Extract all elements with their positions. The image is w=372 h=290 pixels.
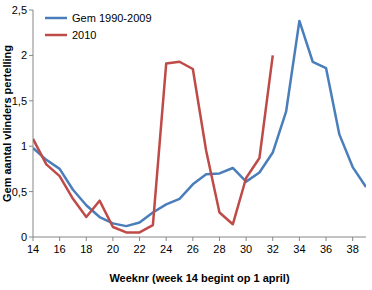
y-tick bbox=[29, 10, 33, 11]
x-tick bbox=[112, 237, 113, 241]
y-tick bbox=[29, 191, 33, 192]
x-axis bbox=[33, 237, 366, 238]
x-tick bbox=[246, 237, 247, 241]
x-tick bbox=[326, 237, 327, 241]
x-tick bbox=[192, 237, 193, 241]
y-tick-label: 2 bbox=[21, 49, 27, 61]
x-tick bbox=[219, 237, 220, 241]
x-axis-title: Weeknr (week 14 begint op 1 april) bbox=[109, 272, 289, 284]
legend-swatch bbox=[45, 17, 67, 20]
plot bbox=[33, 21, 366, 233]
y-tick-label: 0,5 bbox=[12, 186, 27, 198]
legend-swatch bbox=[45, 34, 67, 37]
x-tick-label: 20 bbox=[107, 243, 119, 255]
x-tick bbox=[299, 237, 300, 241]
line-series bbox=[33, 55, 273, 232]
x-tick-label: 34 bbox=[293, 243, 305, 255]
x-tick-label: 26 bbox=[187, 243, 199, 255]
x-tick-label: 22 bbox=[133, 243, 145, 255]
y-axis-title: Gem aantal vlinders pertelling bbox=[1, 45, 13, 202]
x-tick bbox=[59, 237, 60, 241]
x-tick bbox=[352, 237, 353, 241]
x-tick-label: 28 bbox=[213, 243, 225, 255]
x-tick-label: 16 bbox=[54, 243, 66, 255]
x-tick-label: 18 bbox=[80, 243, 92, 255]
y-tick bbox=[29, 55, 33, 56]
x-tick-label: 30 bbox=[240, 243, 252, 255]
x-tick-label: 36 bbox=[320, 243, 332, 255]
x-tick bbox=[86, 237, 87, 241]
y-tick bbox=[29, 100, 33, 101]
y-tick-label: 1,5 bbox=[12, 95, 27, 107]
chart: 0 0,5 1 1,5 2 2,5 14 16 18 20 22 24 26 28 30 32 34 36 38 We… bbox=[0, 0, 372, 290]
y-tick bbox=[29, 237, 33, 238]
x-tick-label: 24 bbox=[160, 243, 172, 255]
y-tick bbox=[29, 146, 33, 147]
y-axis bbox=[33, 10, 34, 237]
x-tick-label: 38 bbox=[347, 243, 359, 255]
y-tick-label: 1 bbox=[21, 140, 27, 152]
legend-label: Gem 1990-2009 bbox=[72, 12, 152, 24]
legend-label: 2010 bbox=[72, 29, 96, 41]
y-tick-label: 0 bbox=[21, 231, 27, 243]
x-tick bbox=[139, 237, 140, 241]
x-tick-label: 32 bbox=[267, 243, 279, 255]
y-tick-label: 2,5 bbox=[12, 4, 27, 16]
x-tick-label: 14 bbox=[27, 243, 39, 255]
x-tick bbox=[166, 237, 167, 241]
x-tick bbox=[272, 237, 273, 241]
line-series bbox=[33, 21, 366, 226]
x-tick bbox=[33, 237, 34, 241]
